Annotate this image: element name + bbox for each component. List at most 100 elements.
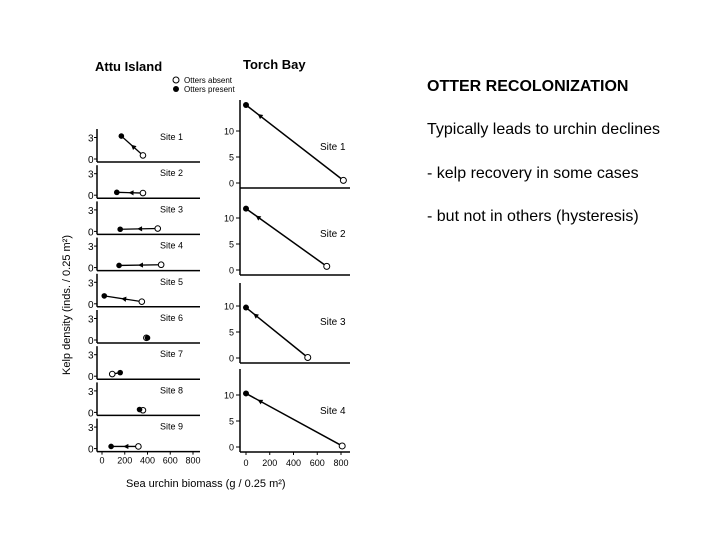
- attu-site-6-y-tick-label-3: 3: [88, 315, 94, 326]
- torch-site-1-y-tick-label-5: 5: [229, 153, 234, 163]
- attu-site-9-absent-point: [135, 443, 142, 450]
- attu-x-tick-label-600: 600: [163, 456, 178, 466]
- attu-x-tick-label-0: 0: [99, 456, 104, 466]
- torch-site-1-trajectory: [245, 104, 344, 181]
- attu-x-tick-label-200: 200: [117, 456, 132, 466]
- attu-site-5-label: Site 5: [160, 277, 183, 287]
- attu-site-4-y-tick-label-0: 0: [88, 264, 94, 275]
- torch-site-2-absent-point: [323, 262, 331, 270]
- attu-site-3-present-point: [117, 226, 123, 233]
- attu-site-2-absent-point: [139, 189, 147, 197]
- attu-site-7-y-tick-label-3: 3: [88, 351, 94, 362]
- torch-site-2-y-tick-label-10: 10: [224, 214, 234, 224]
- legend-absent-marker: [172, 76, 180, 84]
- torch-site-2-present-point: [243, 205, 249, 212]
- panel-frames: 3 0 Site 1 3 0 Site 2 3 0 Site 3 3 0 Site 4 3 0 Site 5…: [88, 100, 350, 468]
- attu-site-2-y-tick-label-0: 0: [88, 191, 94, 202]
- torch-site-1-y-tick-label-0: 0: [229, 179, 234, 189]
- torch-site-1-present-point: [243, 102, 249, 108]
- torch-site-4-trajectory: [245, 392, 343, 447]
- attu-site-4-label: Site 4: [160, 241, 183, 251]
- legend-present-marker: [173, 86, 179, 92]
- attu-site-9-label: Site 9: [160, 422, 183, 432]
- torch-bay-title: Torch Bay: [243, 57, 306, 72]
- torch-site-3-y-tick-label-0: 0: [229, 354, 234, 364]
- attu-site-9-arrowhead: [123, 443, 129, 450]
- legend-present-label: Otters present: [184, 85, 235, 94]
- attu-site-5-y-tick-label-3: 3: [88, 278, 94, 289]
- torch-site-4-y-tick-label-0: 0: [229, 443, 234, 453]
- attu-site-4-y-tick-label-3: 3: [88, 242, 94, 253]
- attu-site-3-arrowhead: [137, 226, 143, 232]
- torch-site-1-label: Site 1: [320, 142, 346, 153]
- attu-site-1-absent-point: [139, 152, 147, 159]
- attu-x-tick-label-400: 400: [140, 456, 155, 466]
- attu-x-tick-label-800: 800: [185, 456, 200, 466]
- attu-site-2-label: Site 2: [160, 168, 183, 178]
- attu-site-5-absent-point: [138, 298, 146, 305]
- data-marks: [101, 102, 347, 450]
- attu-site-7-present-point: [117, 369, 123, 376]
- slide-title: OTTER RECOLONIZATION: [427, 78, 629, 95]
- attu-site-4-absent-point: [157, 261, 165, 269]
- torch-site-2-y-tick-label-5: 5: [229, 240, 234, 250]
- torch-site-4-y-tick-label-5: 5: [229, 417, 234, 427]
- attu-site-8-label: Site 8: [160, 385, 183, 395]
- y-axis-title: Kelp density (inds. / 0.25 m²): [61, 235, 73, 375]
- attu-site-3-label: Site 3: [160, 204, 183, 214]
- attu-site-9-present-point: [108, 443, 114, 450]
- attu-site-1-present-point: [118, 133, 125, 139]
- attu-site-6-label: Site 6: [160, 313, 183, 323]
- torch-site-4-absent-point: [338, 442, 346, 450]
- torch-site-1-arrowhead: [257, 114, 264, 120]
- torch-site-3-y-tick-label-5: 5: [229, 328, 234, 338]
- torch-site-2-y-tick-label-0: 0: [229, 266, 234, 276]
- attu-site-1-arrowhead: [131, 144, 137, 151]
- attu-site-2-y-tick-label-3: 3: [88, 170, 94, 181]
- legend-absent-label: Otters absent: [184, 76, 233, 85]
- attu-site-5-present-point: [101, 293, 108, 299]
- attu-site-3-absent-point: [154, 225, 162, 232]
- chart-labels: Attu Island Torch Bay Otters absent Otte…: [61, 57, 306, 490]
- torch-site-3-absent-point: [304, 353, 312, 361]
- attu-site-6-present-point: [144, 335, 151, 341]
- torch-site-4-present-point: [243, 390, 249, 397]
- torch-site-3-y-tick-label-10: 10: [224, 302, 234, 312]
- attu-site-9-y-tick-label-0: 0: [88, 445, 94, 456]
- attu-site-4-arrowhead: [138, 262, 144, 268]
- attu-site-8-y-tick-label-0: 0: [88, 408, 94, 419]
- attu-site-8-present-point: [136, 406, 143, 413]
- bullet-line-2: - kelp recovery in some cases: [427, 165, 639, 182]
- torch-x-tick-label-800: 800: [333, 458, 348, 468]
- attu-site-9-y-tick-label-3: 3: [88, 423, 94, 434]
- attu-site-1-y-tick-label-3: 3: [88, 134, 94, 145]
- attu-site-1-label: Site 1: [160, 132, 183, 142]
- torch-x-tick-label-0: 0: [243, 458, 248, 468]
- torch-x-tick-label-200: 200: [262, 458, 277, 468]
- attu-site-8-y-tick-label-3: 3: [88, 387, 94, 398]
- attu-site-5-arrowhead: [121, 296, 127, 302]
- torch-x-tick-label-600: 600: [310, 458, 325, 468]
- torch-site-4-y-tick-label-10: 10: [224, 391, 234, 401]
- attu-site-4-present-point: [116, 262, 122, 269]
- torch-site-3-label: Site 3: [320, 317, 346, 328]
- x-axis-title: Sea urchin biomass (g / 0.25 m²): [126, 478, 286, 490]
- attu-site-2-present-point: [113, 189, 120, 196]
- attu-site-7-label: Site 7: [160, 349, 183, 359]
- torch-site-4-arrowhead: [257, 399, 264, 405]
- torch-site-3-present-point: [243, 304, 249, 311]
- attu-site-3-y-tick-label-3: 3: [88, 206, 94, 217]
- torch-site-4-label: Site 4: [320, 406, 346, 417]
- attu-site-2-arrowhead: [128, 190, 134, 196]
- attu-site-1-y-tick-label-0: 0: [88, 155, 94, 166]
- torch-site-1-absent-point: [339, 176, 347, 184]
- torch-site-1-y-tick-label-10: 10: [224, 127, 234, 137]
- torch-site-3-arrowhead: [253, 313, 259, 319]
- bullet-line-1: Typically leads to urchin declines: [427, 121, 661, 138]
- torch-site-2-arrowhead: [255, 215, 262, 221]
- attu-site-3-y-tick-label-0: 0: [88, 227, 94, 238]
- torch-site-2-label: Site 2: [320, 229, 346, 240]
- attu-site-7-absent-point: [108, 370, 116, 378]
- attu-site-7-y-tick-label-0: 0: [88, 372, 94, 383]
- attu-site-5-y-tick-label-0: 0: [88, 300, 94, 311]
